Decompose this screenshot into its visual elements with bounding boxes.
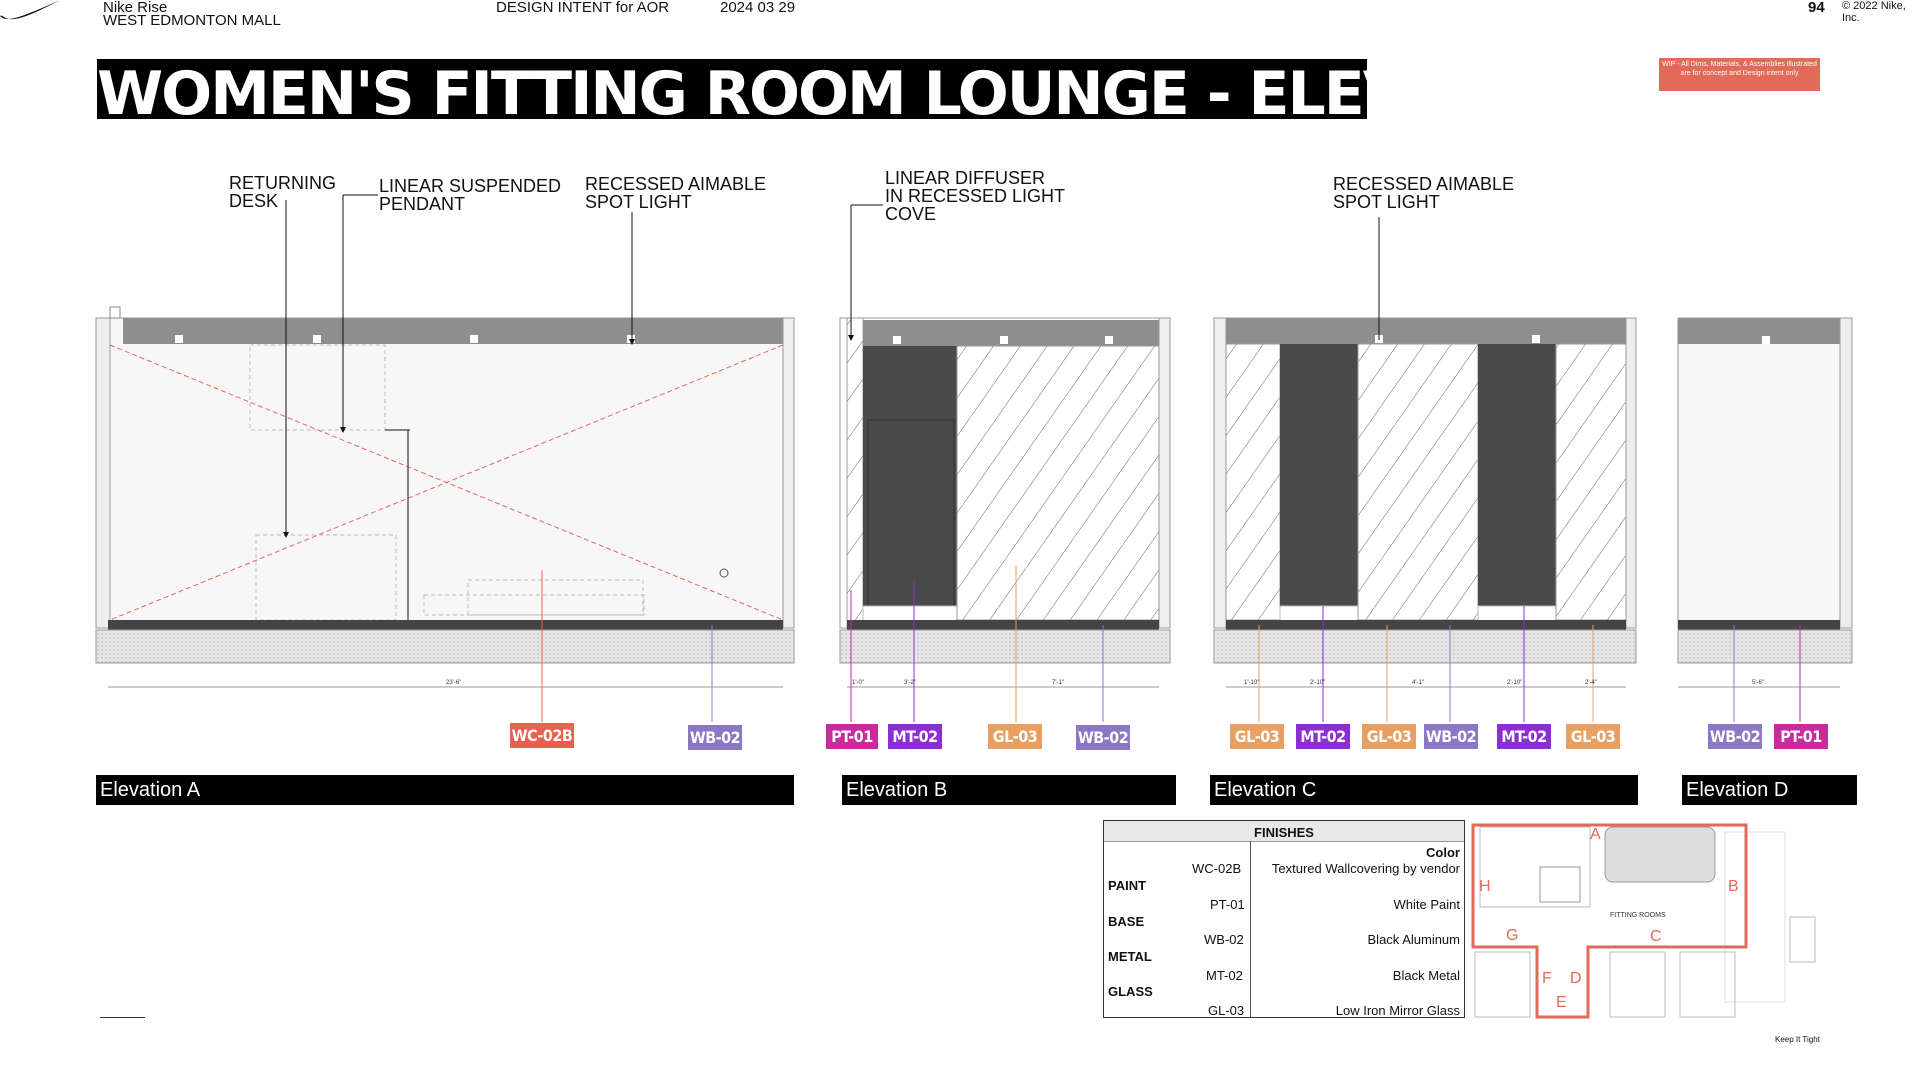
elevation-d-label: Elevation D: [1682, 775, 1857, 805]
key-plan-room-label: FITTING ROOMS: [1610, 912, 1666, 919]
key-letter-b: B: [1728, 878, 1739, 895]
finish-desc: Textured Wallcovering by vendor: [1271, 861, 1460, 876]
title-bar: [97, 59, 1367, 119]
dim-d-1: 5'-6": [1752, 680, 1764, 686]
key-letter-g: G: [1506, 927, 1519, 944]
elevation-c-drawing: [1213, 217, 1637, 688]
page-number: 94: [1808, 0, 1825, 16]
material-leaders: [541, 565, 1801, 722]
finish-code: WB-02: [1204, 932, 1244, 947]
tag-c-gl-03: GL-03: [1230, 724, 1284, 749]
finish-category: GLASS: [1108, 984, 1153, 999]
callout-line: SPOT LIGHT: [585, 192, 692, 212]
elevation-b-label: Elevation B: [842, 775, 1176, 805]
finish-code: WC-02B: [1192, 861, 1242, 876]
dim-c-3: 4'-1": [1412, 680, 1424, 686]
callout-line: IN RECESSED LIGHT: [885, 186, 1066, 206]
dim-b-3: 7'-1": [1052, 680, 1064, 686]
project-name: Nike Rise: [103, 0, 168, 16]
dim-a-width: 23'-6": [446, 680, 461, 686]
key-letter-e: E: [1556, 994, 1567, 1011]
key-plan: FITTING ROOMS A B C D E F G H: [1470, 822, 1820, 1020]
callout-spot-light-c: RECESSED AIMABLE SPOT LIGHT: [1333, 175, 1514, 211]
callout-linear-pendant: LINEAR SUSPENDED PENDANT: [379, 177, 561, 213]
tag-c-mt-02: MT-02: [1296, 724, 1350, 749]
finish-code: PT-01: [1210, 897, 1245, 912]
finish-desc: Low Iron Mirror Glass: [1335, 1003, 1460, 1018]
key-letter-d: D: [1570, 970, 1582, 987]
callout-line: COVE: [885, 204, 937, 224]
finishes-table: FINISHES Color WC-02B Textured Wallcover…: [1103, 820, 1465, 1018]
tag-c-mt-02-2: MT-02: [1497, 724, 1551, 749]
tag-c-gl-03-3: GL-03: [1566, 724, 1620, 749]
scale-bar: [100, 1017, 145, 1018]
finish-desc: Black Metal: [1392, 968, 1460, 983]
callout-line: RECESSED AIMABLE: [1333, 174, 1515, 194]
elevation-b-drawing: [839, 204, 1171, 688]
key-letter-h: H: [1479, 878, 1491, 895]
tag-b-gl-03: GL-03: [988, 724, 1042, 749]
callout-line: RETURNING: [229, 173, 336, 193]
phase-label: DESIGN INTENT for AOR: [496, 0, 670, 16]
elevation-d-drawing: [1677, 317, 1853, 688]
dim-c-1: 1'-10": [1244, 680, 1259, 686]
callout-linear-diffuser: LINEAR DIFFUSER IN RECESSED LIGHT COVE: [885, 169, 1065, 223]
tag-c-gl-03-2: GL-03: [1362, 724, 1416, 749]
callout-line: PENDANT: [379, 194, 466, 214]
dim-c-2: 2'-10": [1310, 680, 1325, 686]
key-plan-drawing: [1470, 822, 1820, 1020]
callout-spot-light-a: RECESSED AIMABLE SPOT LIGHT: [585, 175, 766, 211]
finish-code: GL-03: [1208, 1003, 1245, 1018]
elevation-a-drawing: [95, 194, 795, 688]
elevation-c-label: Elevation C: [1210, 775, 1638, 805]
color-header: Color: [1426, 845, 1460, 860]
tag-c-wb-02: WB-02: [1424, 724, 1478, 749]
project-location: WEST EDMONTON MALL: [103, 12, 281, 29]
finish-category: METAL: [1108, 949, 1152, 964]
tag-b-pt-01: PT-01: [826, 724, 878, 749]
callout-returning-desk: RETURNING DESK: [229, 174, 336, 210]
callout-line: DESK: [229, 191, 279, 211]
dim-b-2: 3'-2": [904, 680, 916, 686]
key-letter-f: F: [1542, 970, 1552, 987]
finish-desc: White Paint: [1393, 897, 1460, 912]
tag-d-wb-02: WB-02: [1708, 724, 1762, 749]
elevation-drawings: 23'-6" 1'-0" 3'-2" 7'-1" 1'-10" 2'-10" 4…: [95, 194, 1853, 722]
finish-code: MT-02: [1206, 968, 1243, 983]
callout-line: LINEAR SUSPENDED: [379, 176, 562, 196]
wip-note-badge: WIP - All Dims, Materials, & Assemblies …: [1659, 58, 1820, 91]
key-letter-a: A: [1590, 826, 1601, 843]
tag-b-mt-02: MT-02: [888, 724, 942, 749]
callout-line: RECESSED AIMABLE: [585, 174, 767, 194]
finish-category: BASE: [1108, 914, 1145, 929]
footer-note: Keep It Tight: [1775, 1035, 1820, 1044]
callout-line: LINEAR DIFFUSER: [885, 168, 1046, 188]
date-label: 2024 03 29: [720, 0, 796, 16]
finishes-title: FINISHES: [1104, 821, 1464, 842]
tag-a-wb-02: WB-02: [688, 725, 742, 750]
copyright: © 2022 Nike, Inc.: [1842, 0, 1906, 24]
tag-a-wc-02b: WC-02B: [510, 723, 574, 748]
tag-d-pt-01: PT-01: [1774, 724, 1828, 749]
dim-b-1: 1'-0": [852, 680, 864, 686]
dim-c-4: 2'-10": [1507, 680, 1522, 686]
table-divider: [1250, 841, 1251, 1017]
finish-category: PAINT: [1108, 878, 1147, 893]
key-letter-c: C: [1650, 928, 1662, 945]
page-title: WOMEN'S FITTING ROOM LOUNGE - ELEVATIONS: [97, 59, 1643, 129]
tag-b-wb-02: WB-02: [1076, 725, 1130, 750]
callout-line: SPOT LIGHT: [1333, 192, 1440, 212]
finish-desc: Black Aluminum: [1367, 932, 1460, 947]
dim-c-5: 2'-4": [1585, 680, 1597, 686]
elevation-a-label: Elevation A: [96, 775, 794, 805]
